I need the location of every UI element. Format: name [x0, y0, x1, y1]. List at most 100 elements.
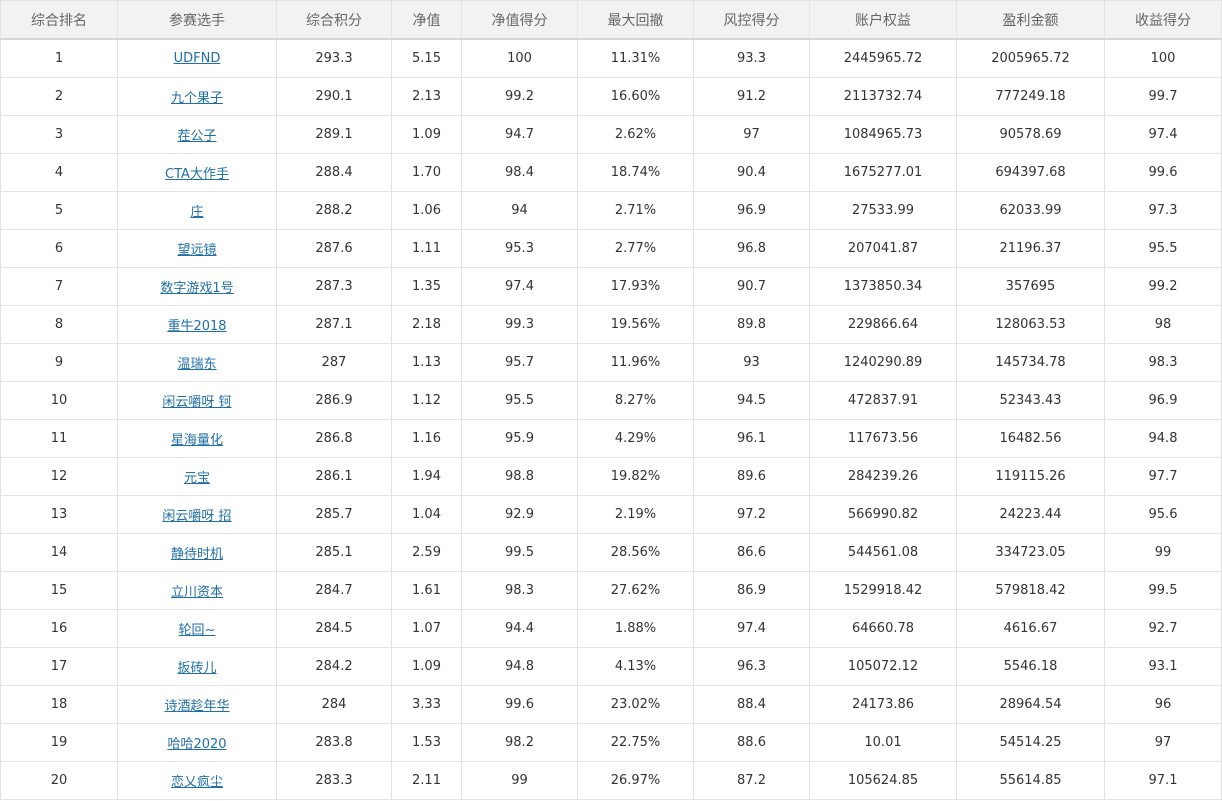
column-header-max-drawdown[interactable]: 最大回撤 [577, 0, 694, 40]
player-name-link[interactable]: 哈哈2020 [167, 737, 227, 752]
total-score-cell: 284.5 [276, 609, 392, 648]
player-name-link[interactable]: 诗酒趁年华 [164, 699, 230, 714]
profit-amount-cell: 90578.69 [956, 115, 1105, 154]
player-name-link[interactable]: CTA大作手 [165, 167, 229, 182]
player-name-link[interactable]: 立川资本 [170, 585, 223, 600]
return-score-cell: 99.5 [1104, 571, 1222, 610]
total-score-cell: 288.2 [276, 191, 392, 230]
rank-cell: 12 [0, 457, 118, 496]
total-score-cell: 284 [276, 685, 392, 724]
player-name-link[interactable]: 庄 [190, 205, 204, 220]
profit-amount-cell: 4616.67 [956, 609, 1105, 648]
player-name-link[interactable]: 数字游戏1号 [160, 281, 234, 296]
table-row: 9 温瑞东 287 1.13 95.7 11.96% 93 1240290.89 145734.… [0, 343, 1222, 382]
player-name-link[interactable]: 轮回~ [178, 623, 216, 638]
column-header-profit-amount[interactable]: 盈利金额 [956, 0, 1105, 40]
player-name-link[interactable]: 温瑞东 [177, 357, 217, 372]
rank-cell: 2 [0, 77, 118, 116]
net-value-score-cell: 94.4 [461, 609, 578, 648]
risk-score-cell: 86.9 [693, 571, 810, 610]
return-score-cell: 92.7 [1104, 609, 1222, 648]
rank-cell: 10 [0, 381, 118, 420]
player-cell: UDFND [117, 38, 277, 78]
table-row: 14 静待时机 285.1 2.59 99.5 28.56% 86.6 544561.08 33… [0, 533, 1222, 572]
table-row: 4 CTA大作手 288.4 1.70 98.4 18.74% 90.4 1675277.01… [0, 153, 1222, 192]
player-name-link[interactable]: 元宝 [183, 471, 210, 486]
column-header-risk-score[interactable]: 风控得分 [693, 0, 810, 40]
player-name-link[interactable]: 闲云嚼呀 招 [162, 509, 232, 524]
rank-cell: 13 [0, 495, 118, 534]
total-score-cell: 285.1 [276, 533, 392, 572]
account-equity-cell: 1675277.01 [809, 153, 957, 192]
net-value-cell: 1.06 [391, 191, 462, 230]
net-value-score-cell: 94.7 [461, 115, 578, 154]
profit-amount-cell: 24223.44 [956, 495, 1105, 534]
max-drawdown-cell: 2.19% [577, 495, 694, 534]
player-cell: 庄 [117, 191, 277, 230]
column-header-return-score[interactable]: 收益得分 [1104, 0, 1222, 40]
profit-amount-cell: 28964.54 [956, 685, 1105, 724]
player-name-link[interactable]: 重牛2018 [167, 319, 227, 334]
player-cell: 重牛2018 [117, 305, 277, 344]
max-drawdown-cell: 27.62% [577, 571, 694, 610]
max-drawdown-cell: 28.56% [577, 533, 694, 572]
table-row: 5 庄 288.2 1.06 94 2.71% 96.9 27533.99 62033.99 97… [0, 191, 1222, 230]
rank-cell: 8 [0, 305, 118, 344]
profit-amount-cell: 128063.53 [956, 305, 1105, 344]
risk-score-cell: 90.4 [693, 153, 810, 192]
rank-cell: 14 [0, 533, 118, 572]
player-name-link[interactable]: 九个果子 [170, 91, 223, 106]
net-value-score-cell: 100 [461, 38, 578, 78]
column-header-net-value[interactable]: 净值 [391, 0, 462, 40]
table-row: 20 恋乂疯尘 283.3 2.11 99 26.97% 87.2 105624.85 5561… [0, 761, 1222, 800]
net-value-score-cell: 92.9 [461, 495, 578, 534]
net-value-score-cell: 98.3 [461, 571, 578, 610]
column-header-rank[interactable]: 综合排名 [0, 0, 118, 40]
total-score-cell: 286.9 [276, 381, 392, 420]
table-row: 8 重牛2018 287.1 2.18 99.3 19.56% 89.8 229866.64 1… [0, 305, 1222, 344]
max-drawdown-cell: 2.77% [577, 229, 694, 268]
return-score-cell: 93.1 [1104, 647, 1222, 686]
net-value-cell: 1.09 [391, 115, 462, 154]
net-value-score-cell: 99.6 [461, 685, 578, 724]
player-name-link[interactable]: UDFND [173, 51, 221, 66]
net-value-cell: 2.59 [391, 533, 462, 572]
player-cell: 恋乂疯尘 [117, 761, 277, 800]
max-drawdown-cell: 26.97% [577, 761, 694, 800]
risk-score-cell: 86.6 [693, 533, 810, 572]
total-score-cell: 286.1 [276, 457, 392, 496]
max-drawdown-cell: 2.71% [577, 191, 694, 230]
profit-amount-cell: 357695 [956, 267, 1105, 306]
risk-score-cell: 89.8 [693, 305, 810, 344]
account-equity-cell: 64660.78 [809, 609, 957, 648]
table-body: 1 UDFND 293.3 5.15 100 11.31% 93.3 2445965.72 20… [0, 38, 1222, 800]
profit-amount-cell: 21196.37 [956, 229, 1105, 268]
player-name-link[interactable]: 星海量化 [170, 433, 223, 448]
net-value-cell: 1.13 [391, 343, 462, 382]
rank-cell: 19 [0, 723, 118, 762]
net-value-cell: 3.33 [391, 685, 462, 724]
net-value-score-cell: 99 [461, 761, 578, 800]
table-row: 18 诗酒趁年华 284 3.33 99.6 23.02% 88.4 24173.86 2896… [0, 685, 1222, 724]
player-cell: 闲云嚼呀 钶 [117, 381, 277, 420]
rank-cell: 4 [0, 153, 118, 192]
net-value-score-cell: 99.3 [461, 305, 578, 344]
max-drawdown-cell: 11.96% [577, 343, 694, 382]
player-name-link[interactable]: 茬公子 [177, 129, 217, 144]
column-header-account-equity[interactable]: 账户权益 [809, 0, 957, 40]
player-name-link[interactable]: 扳砖儿 [177, 661, 217, 676]
player-name-link[interactable]: 恋乂疯尘 [170, 775, 223, 790]
profit-amount-cell: 54514.25 [956, 723, 1105, 762]
column-header-net-value-score[interactable]: 净值得分 [461, 0, 578, 40]
total-score-cell: 287 [276, 343, 392, 382]
player-name-link[interactable]: 静待时机 [170, 547, 223, 562]
column-header-player[interactable]: 参赛选手 [117, 0, 277, 40]
player-name-link[interactable]: 望远镜 [177, 243, 217, 258]
player-name-link[interactable]: 闲云嚼呀 钶 [162, 395, 232, 410]
total-score-cell: 285.7 [276, 495, 392, 534]
column-header-total-score[interactable]: 综合积分 [276, 0, 392, 40]
max-drawdown-cell: 22.75% [577, 723, 694, 762]
risk-score-cell: 96.1 [693, 419, 810, 458]
account-equity-cell: 10.01 [809, 723, 957, 762]
